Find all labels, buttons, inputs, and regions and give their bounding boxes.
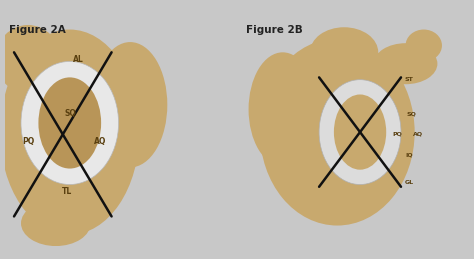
Text: SQ: SQ: [65, 109, 77, 118]
Text: Figure 2B: Figure 2B: [246, 25, 303, 35]
Text: TL: TL: [62, 187, 73, 196]
Ellipse shape: [0, 30, 139, 235]
Ellipse shape: [406, 30, 442, 61]
Ellipse shape: [374, 43, 438, 84]
Text: AQ: AQ: [94, 137, 106, 146]
Text: PQ: PQ: [22, 137, 34, 146]
Text: IQ: IQ: [405, 152, 413, 157]
Ellipse shape: [248, 52, 317, 166]
Ellipse shape: [21, 200, 91, 246]
Ellipse shape: [334, 95, 386, 170]
Ellipse shape: [21, 61, 118, 184]
Ellipse shape: [93, 42, 167, 167]
Text: ST: ST: [405, 77, 413, 82]
Text: AL: AL: [73, 55, 83, 64]
Text: Figure 2A: Figure 2A: [9, 25, 66, 35]
Ellipse shape: [260, 39, 415, 226]
Text: SQ: SQ: [406, 111, 416, 116]
Ellipse shape: [38, 77, 101, 169]
Ellipse shape: [319, 80, 401, 184]
Text: AQ: AQ: [413, 132, 423, 137]
Ellipse shape: [310, 27, 378, 77]
Ellipse shape: [0, 25, 61, 93]
Text: PQ: PQ: [392, 132, 402, 137]
Text: GL: GL: [404, 180, 413, 185]
